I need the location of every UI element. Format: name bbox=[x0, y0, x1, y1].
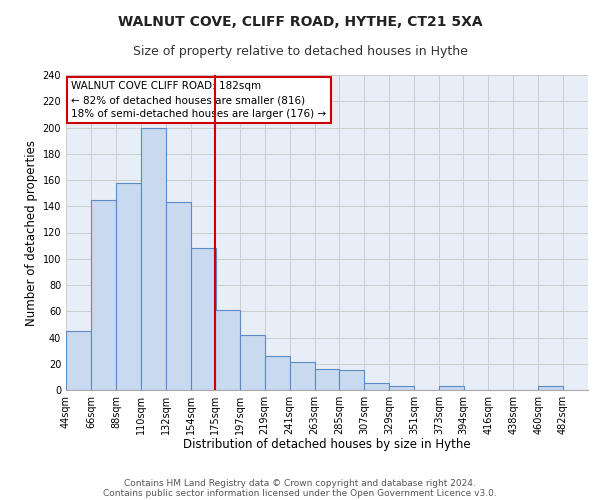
Text: WALNUT COVE, CLIFF ROAD, HYTHE, CT21 5XA: WALNUT COVE, CLIFF ROAD, HYTHE, CT21 5XA bbox=[118, 15, 482, 29]
Bar bbox=[239, 335, 265, 390]
Text: WALNUT COVE CLIFF ROAD: 182sqm
← 82% of detached houses are smaller (816)
18% of: WALNUT COVE CLIFF ROAD: 182sqm ← 82% of … bbox=[71, 82, 326, 120]
Bar bbox=[265, 356, 290, 390]
Bar bbox=[116, 182, 141, 390]
Text: Size of property relative to detached houses in Hythe: Size of property relative to detached ho… bbox=[133, 45, 467, 58]
Bar bbox=[314, 369, 340, 390]
Bar bbox=[364, 384, 389, 390]
Bar bbox=[215, 310, 239, 390]
Text: Contains HM Land Registry data © Crown copyright and database right 2024.: Contains HM Land Registry data © Crown c… bbox=[124, 478, 476, 488]
Text: Contains public sector information licensed under the Open Government Licence v3: Contains public sector information licen… bbox=[103, 488, 497, 498]
Bar bbox=[439, 386, 464, 390]
Bar bbox=[340, 370, 364, 390]
X-axis label: Distribution of detached houses by size in Hythe: Distribution of detached houses by size … bbox=[183, 438, 471, 452]
Bar bbox=[191, 248, 216, 390]
Bar bbox=[290, 362, 314, 390]
Bar bbox=[91, 200, 116, 390]
Y-axis label: Number of detached properties: Number of detached properties bbox=[25, 140, 38, 326]
Bar bbox=[389, 386, 415, 390]
Bar bbox=[66, 331, 91, 390]
Bar bbox=[141, 128, 166, 390]
Bar bbox=[166, 202, 191, 390]
Bar bbox=[538, 386, 563, 390]
